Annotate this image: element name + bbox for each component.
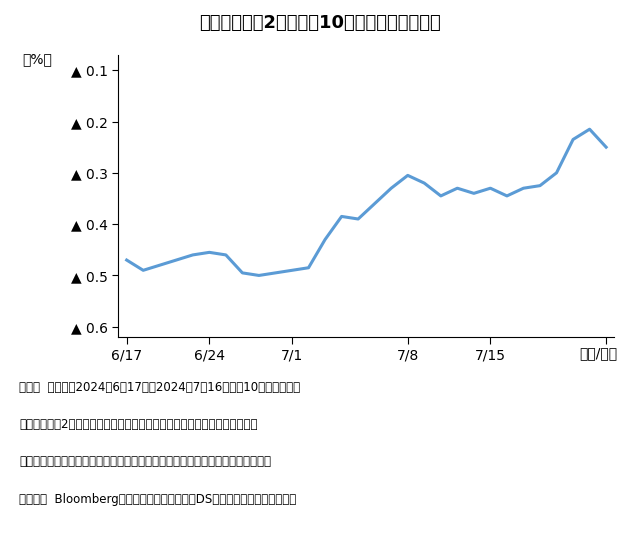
Text: の利回りが短期債の利回りを下回る「逆イールド」のため値はマイナス。: の利回りが短期債の利回りを下回る「逆イールド」のため値はマイナス。 [19, 455, 271, 469]
Text: （%）: （%） [22, 52, 52, 66]
Text: から米2年国債利回りを差し引いた長短金利差の推移。現在は長期債: から米2年国債利回りを差し引いた長短金利差の推移。現在は長期債 [19, 418, 258, 431]
Text: （注）  データは2024年6月17日～2024年7月16日。米10年国債利回り: （注） データは2024年6月17日～2024年7月16日。米10年国債利回り [19, 381, 300, 394]
Text: （出所）  Bloombergのデータを基に三井住友DSアセットマネジメント作成: （出所） Bloombergのデータを基に三井住友DSアセットマネジメント作成 [19, 493, 296, 506]
Text: 【図表３：米2年国債と10年国債の利回り差】: 【図表３：米2年国債と10年国債の利回り差】 [199, 14, 441, 32]
Text: （月/日）: （月/日） [579, 346, 618, 361]
